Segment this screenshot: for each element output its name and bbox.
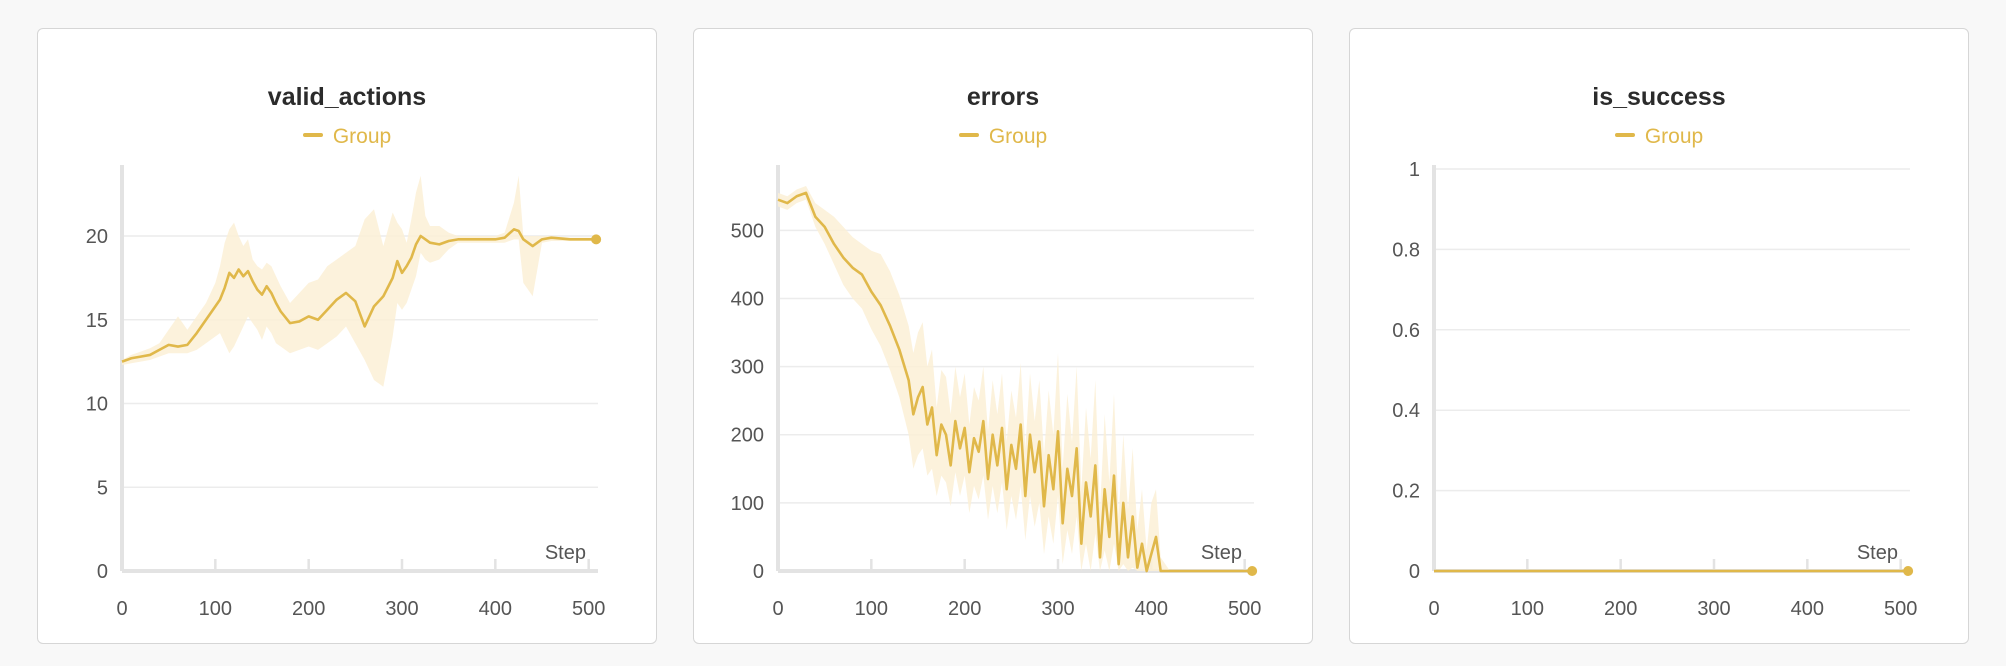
confidence-band (778, 186, 1253, 571)
series-end-point (1247, 566, 1258, 576)
series-end-point (591, 234, 602, 245)
y-tick-label: 0.8 (1392, 239, 1420, 261)
y-tick-label: 0 (97, 561, 108, 583)
legend-swatch-icon (1614, 133, 1635, 138)
x-tick-label: 100 (199, 598, 232, 620)
x-tick-label: 0 (772, 598, 783, 620)
x-tick-label: 300 (385, 598, 418, 620)
x-tick-label: 0 (116, 598, 127, 620)
y-tick-label: 1 (1409, 159, 1420, 181)
panel-is-success: is_success Group 0 0.2 0.4 0.6 0.8 1 0 100 200 30… (1349, 28, 1969, 644)
legend-label: Group (332, 125, 392, 148)
legend-label: Group (1644, 125, 1704, 148)
x-axis-label: Step (1201, 542, 1242, 564)
plot-area[interactable]: 0 0.2 0.4 0.6 0.8 1 0 100 200 300 400 500 Step (1350, 29, 1970, 645)
x-tick-label: 300 (1041, 598, 1074, 620)
x-tick-label: 400 (479, 598, 512, 620)
x-tick-label: 400 (1791, 598, 1824, 620)
y-tick-label: 5 (97, 477, 108, 499)
y-tick-label: 100 (731, 493, 764, 515)
plot-area[interactable]: 0 100 200 300 400 500 0 100 200 300 400 500 Step (694, 29, 1314, 645)
chart-title: errors (966, 83, 1040, 111)
chart-title: valid_actions (267, 83, 427, 111)
x-tick-label: 200 (948, 598, 981, 620)
panel-valid-actions: valid_actions Group 0 5 10 15 20 0 100 200 300 40… (37, 28, 657, 644)
chart-title: is_success (1592, 83, 1726, 111)
confidence-band (122, 175, 597, 387)
legend-swatch-icon (958, 133, 979, 138)
x-tick-label: 400 (1135, 598, 1168, 620)
x-axis-label: Step (1857, 542, 1898, 564)
y-tick-label: 0 (753, 561, 764, 583)
x-tick-label: 500 (572, 598, 605, 620)
y-tick-label: 20 (86, 226, 108, 248)
x-tick-label: 200 (292, 598, 325, 620)
x-tick-label: 100 (855, 598, 888, 620)
x-tick-label: 200 (1604, 598, 1637, 620)
legend-label: Group (988, 125, 1048, 148)
x-tick-label: 0 (1428, 598, 1439, 620)
y-tick-label: 0.2 (1392, 481, 1420, 503)
y-tick-label: 200 (731, 425, 764, 447)
x-tick-label: 100 (1511, 598, 1544, 620)
chart-legend[interactable]: Group (1350, 125, 1968, 149)
chart-legend[interactable]: Group (38, 125, 656, 149)
legend-swatch-icon (302, 133, 323, 138)
y-tick-label: 10 (86, 394, 108, 416)
y-tick-label: 400 (731, 288, 764, 310)
y-tick-label: 0.4 (1392, 400, 1420, 422)
y-tick-label: 15 (86, 310, 108, 332)
series-line (121, 228, 597, 363)
series-end-point (1903, 566, 1914, 576)
chart-legend[interactable]: Group (694, 125, 1312, 149)
x-tick-label: 500 (1884, 598, 1917, 620)
panel-errors: errors Group 0 100 200 300 400 500 0 100 200 300 4… (693, 28, 1313, 644)
x-tick-label: 500 (1228, 598, 1261, 620)
x-axis-label: Step (545, 542, 586, 564)
y-tick-label: 300 (731, 357, 764, 379)
x-tick-label: 300 (1697, 598, 1730, 620)
series-line (777, 191, 1253, 573)
y-tick-label: 500 (731, 220, 764, 242)
y-tick-label: 0.6 (1392, 320, 1420, 342)
y-tick-label: 0 (1409, 561, 1420, 583)
